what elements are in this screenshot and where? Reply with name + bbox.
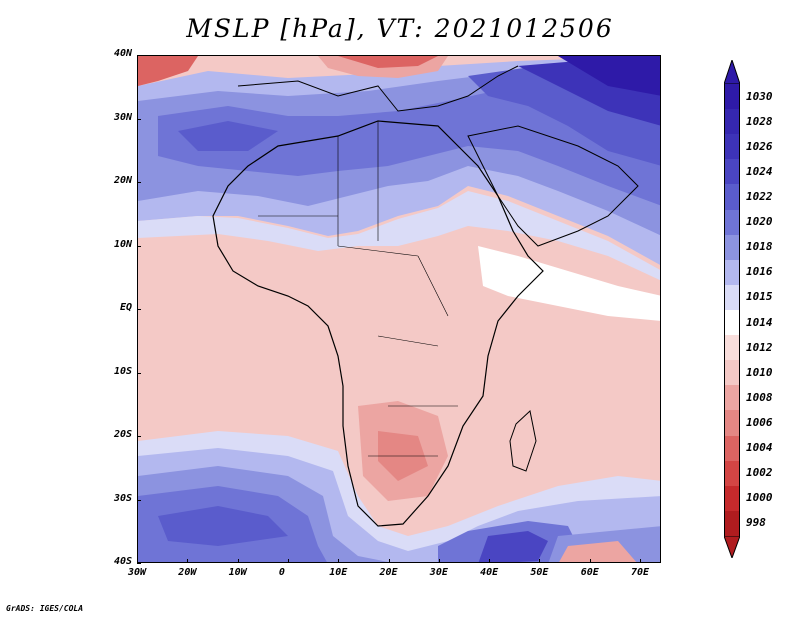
lon-label: 0	[278, 567, 285, 578]
field-1030	[558, 56, 660, 96]
colorbar-label: 998	[746, 516, 766, 530]
lon-tick	[539, 559, 541, 563]
lon-label: 60E	[580, 567, 599, 578]
arabia-coastline	[467, 125, 639, 247]
colorbar-label: 1026	[746, 139, 773, 153]
lon-label: 50E	[530, 567, 549, 578]
lat-label: 20N	[113, 175, 132, 186]
country-borders	[258, 121, 458, 457]
colorbar-bottom-arrow	[724, 536, 740, 558]
colorbar-segment	[724, 134, 740, 160]
colorbar-label: 1004	[746, 441, 773, 455]
lon-tick	[640, 559, 641, 563]
field-1004-nw	[138, 56, 198, 86]
lat-tick	[137, 499, 141, 501]
lon-label: 10W	[228, 567, 247, 578]
lat-label: EQ	[119, 302, 132, 313]
colorbar-segment	[724, 259, 740, 286]
lat-tick	[137, 118, 141, 120]
colorbar-segment	[724, 209, 740, 236]
lat-tick	[137, 55, 141, 56]
lon-tick	[388, 559, 390, 563]
colorbar-segment	[724, 310, 740, 336]
field-1022	[178, 121, 278, 151]
lon-tick	[438, 559, 440, 563]
lat-label: 30N	[113, 111, 132, 123]
colorbar-segment	[724, 360, 740, 386]
lon-label: 70E	[631, 567, 650, 578]
lat-tick	[137, 372, 141, 374]
field-1024-south	[478, 531, 548, 562]
credit-text: GrADS: IGES/COLA	[6, 604, 84, 613]
pressure-field	[138, 56, 660, 562]
colorbar-segment	[724, 435, 740, 462]
lon-label: 30E	[429, 567, 448, 578]
colorbar-label: 1015	[746, 290, 773, 304]
lat-label: 40N	[113, 48, 132, 59]
colorbar-segment	[724, 109, 740, 135]
lat-tick	[137, 182, 141, 183]
colorbar-segment	[724, 234, 740, 261]
lon-label: 10E	[329, 567, 348, 578]
colorbar-label: 1002	[746, 466, 773, 480]
field-1015-north	[138, 191, 660, 281]
lon-tick	[137, 559, 138, 563]
colorbar-label: 1000	[746, 491, 773, 505]
colorbar-segment	[724, 335, 740, 361]
colorbar-label: 1022	[746, 190, 773, 203]
lat-tick	[137, 436, 141, 437]
lon-tick	[187, 559, 189, 563]
colorbar-segment	[724, 460, 740, 487]
lat-label: 10S	[113, 365, 132, 377]
colorbar-label: 1018	[746, 240, 773, 254]
field-1008-se	[559, 541, 637, 562]
colorbar-label: 1024	[746, 164, 773, 178]
field-1014-east	[478, 246, 660, 321]
colorbar-label: 1028	[746, 114, 773, 128]
europe-coastline	[237, 65, 519, 112]
colorbar-segment	[724, 410, 740, 437]
lat-tick	[137, 563, 141, 564]
colorbar-segment	[724, 184, 740, 211]
lon-label: 30W	[128, 567, 147, 578]
field-1022-sw	[158, 506, 288, 546]
colorbar-segment	[724, 385, 740, 411]
colorbar-label: 1020	[746, 215, 773, 229]
lon-tick	[287, 559, 289, 563]
lon-tick	[489, 559, 491, 563]
colorbar-segment	[724, 159, 740, 185]
lon-tick	[338, 559, 340, 563]
lat-label: 10N	[113, 238, 132, 250]
colorbar-label: 1012	[746, 340, 773, 354]
africa-coastline	[212, 120, 544, 527]
colorbar-segment	[724, 510, 740, 537]
field-1004-med	[338, 56, 438, 68]
lat-tick	[137, 309, 141, 310]
madagascar-coastline	[509, 410, 537, 472]
colorbar-label: 1030	[746, 89, 773, 103]
colorbar-segment	[724, 485, 740, 512]
colorbar-label: 1008	[746, 390, 773, 404]
lon-label: 40E	[480, 567, 499, 578]
lon-tick	[589, 559, 591, 563]
lon-tick	[237, 559, 239, 563]
lat-tick	[137, 245, 141, 247]
colorbar-label: 1014	[746, 315, 773, 329]
pressure-map	[137, 55, 661, 563]
colorbar-label: 1016	[746, 265, 773, 279]
lat-label: 20S	[113, 429, 132, 440]
lon-label: 20W	[178, 567, 197, 578]
lat-label: 30S	[113, 492, 132, 504]
lat-label: 40S	[113, 556, 132, 567]
colorbar-segment	[724, 284, 740, 311]
colorbar-label: 1006	[746, 416, 773, 429]
map-title: MSLP [hPa], VT: 2021012506	[186, 14, 614, 43]
lon-label: 20E	[379, 567, 398, 578]
colorbar-segment	[724, 84, 740, 110]
colorbar-label: 1010	[746, 365, 773, 379]
colorbar-top-arrow	[724, 60, 740, 84]
